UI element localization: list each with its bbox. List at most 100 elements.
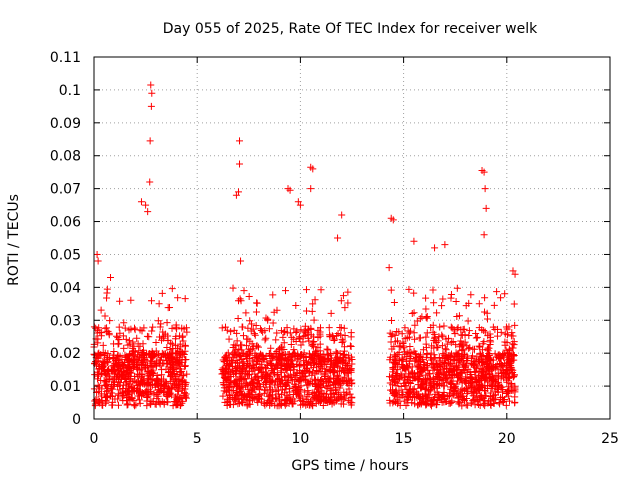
data-point — [324, 377, 332, 385]
data-point — [144, 208, 152, 216]
data-point — [106, 317, 114, 325]
data-point — [311, 348, 319, 356]
data-point — [434, 343, 442, 351]
y-tick-label: 0.08 — [50, 149, 81, 165]
data-point — [423, 351, 431, 359]
data-point — [389, 363, 397, 371]
data-point — [236, 137, 244, 145]
data-point — [234, 188, 242, 196]
data-point — [168, 340, 176, 348]
data-point — [502, 346, 510, 354]
data-point — [108, 401, 116, 409]
data-point — [461, 331, 469, 339]
data-point — [418, 313, 426, 321]
data-point — [286, 388, 294, 396]
data-point — [485, 363, 493, 371]
data-point — [315, 381, 323, 389]
data-point — [442, 346, 450, 354]
data-point — [102, 371, 110, 379]
data-point — [321, 371, 329, 379]
data-point — [141, 388, 149, 396]
data-point — [329, 389, 337, 397]
data-point — [401, 324, 409, 332]
data-point — [401, 348, 409, 356]
data-point — [174, 294, 182, 302]
data-point — [390, 389, 398, 397]
data-point — [410, 237, 418, 245]
data-point — [473, 387, 481, 395]
data-point — [419, 380, 427, 388]
data-point — [325, 324, 333, 332]
data-point — [312, 347, 320, 355]
data-point — [511, 321, 519, 329]
data-point — [222, 370, 230, 378]
data-point — [334, 350, 342, 358]
data-point — [475, 300, 483, 308]
data-point — [496, 353, 504, 361]
data-point — [343, 389, 351, 397]
data-point — [395, 348, 403, 356]
data-point — [147, 81, 155, 89]
data-point — [473, 379, 481, 387]
data-point — [291, 349, 299, 357]
data-point — [316, 332, 324, 340]
data-point — [257, 325, 265, 333]
data-point — [136, 399, 144, 407]
data-point — [498, 370, 506, 378]
data-point — [238, 323, 246, 331]
data-point — [481, 185, 489, 193]
data-point — [233, 337, 241, 345]
data-point — [234, 314, 242, 322]
data-point — [286, 355, 294, 363]
data-point — [124, 400, 132, 408]
data-point — [239, 383, 247, 391]
data-point — [271, 378, 279, 386]
data-point — [399, 342, 407, 350]
data-point — [462, 302, 470, 310]
data-point — [162, 379, 170, 387]
data-point — [471, 368, 479, 376]
data-point — [165, 369, 173, 377]
data-point — [447, 339, 455, 347]
data-point — [260, 386, 268, 394]
data-point — [309, 333, 317, 341]
data-point — [233, 356, 241, 364]
data-point — [484, 382, 492, 390]
data-point — [120, 319, 128, 327]
data-point — [251, 331, 259, 339]
data-point — [440, 382, 448, 390]
data-point — [345, 385, 353, 393]
data-point — [233, 329, 241, 337]
data-point — [504, 350, 512, 358]
data-point — [419, 355, 427, 363]
data-point — [107, 384, 115, 392]
y-tick-label: 0.04 — [50, 280, 81, 296]
data-point — [468, 352, 476, 360]
data-point — [104, 358, 112, 366]
data-point — [321, 354, 329, 362]
data-point — [405, 285, 413, 293]
data-point — [461, 338, 469, 346]
data-point — [330, 337, 338, 345]
data-point — [420, 365, 428, 373]
x-tick-label: 0 — [90, 431, 99, 447]
data-point — [289, 395, 297, 403]
data-point — [173, 345, 181, 353]
data-point — [308, 342, 316, 350]
data-point — [243, 371, 251, 379]
data-point — [442, 398, 450, 406]
data-point — [125, 363, 133, 371]
data-point — [338, 338, 346, 346]
data-point — [474, 373, 482, 381]
data-point — [178, 333, 186, 341]
data-point — [419, 346, 427, 354]
data-point — [171, 335, 179, 343]
data-point — [386, 396, 394, 404]
data-point — [406, 352, 414, 360]
data-point — [428, 383, 436, 391]
data-point — [446, 360, 454, 368]
data-point — [227, 377, 235, 385]
data-point — [103, 372, 111, 380]
data-point — [392, 375, 400, 383]
data-point — [225, 382, 233, 390]
